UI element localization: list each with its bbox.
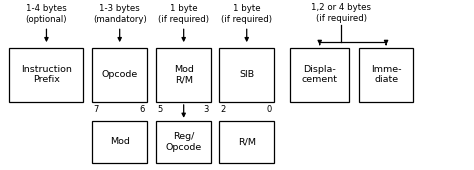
Bar	[359, 48, 413, 102]
Text: Displa-
cement: Displa- cement	[302, 65, 337, 84]
Text: 3: 3	[203, 105, 209, 114]
Text: Mod: Mod	[110, 138, 129, 146]
Text: 0: 0	[266, 105, 272, 114]
Bar	[9, 48, 83, 102]
Text: 5: 5	[157, 105, 163, 114]
Text: Mod
R/M: Mod R/M	[174, 65, 193, 84]
Bar	[92, 48, 147, 102]
Text: Opcode: Opcode	[101, 70, 138, 79]
Text: R/M: R/M	[238, 138, 255, 146]
Text: Reg/
Opcode: Reg/ Opcode	[165, 132, 202, 152]
Text: 1 byte: 1 byte	[170, 4, 198, 13]
Text: (if required): (if required)	[221, 15, 272, 24]
Bar	[290, 48, 349, 102]
Text: 1-3 bytes: 1-3 bytes	[100, 4, 140, 13]
Text: SIB: SIB	[239, 70, 254, 79]
Text: Instruction
Prefix: Instruction Prefix	[21, 65, 72, 84]
Bar	[156, 48, 211, 102]
Text: (if required): (if required)	[316, 14, 366, 23]
Text: Imme-
diate: Imme- diate	[371, 65, 401, 84]
Text: 1-4 bytes: 1-4 bytes	[26, 4, 67, 13]
Text: 6: 6	[139, 105, 145, 114]
Text: 2: 2	[220, 105, 226, 114]
Text: 7: 7	[93, 105, 98, 114]
Text: (mandatory): (mandatory)	[93, 15, 146, 24]
Text: (optional): (optional)	[26, 15, 67, 24]
Bar	[156, 121, 211, 163]
Text: 1 byte: 1 byte	[233, 4, 261, 13]
Bar	[219, 48, 274, 102]
Bar	[219, 121, 274, 163]
Text: (if required): (if required)	[158, 15, 209, 24]
Text: 1,2 or 4 bytes: 1,2 or 4 bytes	[311, 3, 371, 12]
Bar	[92, 121, 147, 163]
